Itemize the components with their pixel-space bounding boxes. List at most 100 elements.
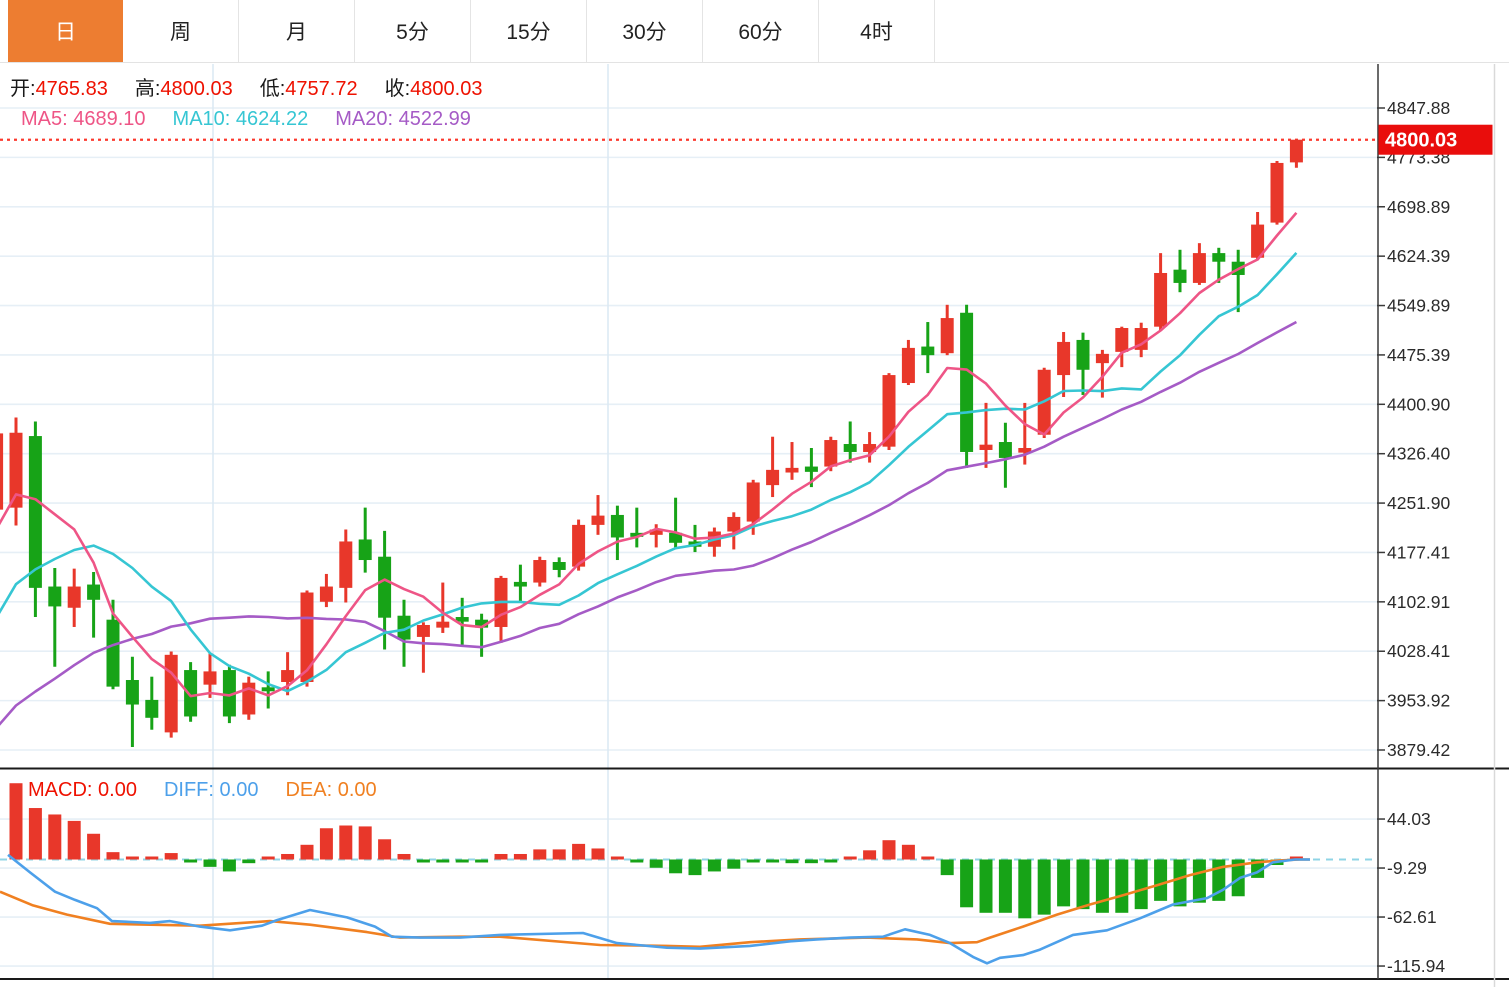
candle[interactable] [863,432,877,463]
price-axis-label: 4475.39 [1387,345,1450,365]
candle[interactable] [785,442,799,480]
price-axis-label: 4028.41 [1387,641,1450,661]
candle[interactable] [940,304,954,356]
candle[interactable] [455,597,469,645]
candle[interactable] [416,622,430,673]
candle[interactable] [28,421,42,618]
macd-bar [416,859,430,863]
tab-30min[interactable]: 30分 [587,0,703,62]
dea-line [0,858,1310,949]
tab-4hour[interactable]: 4时 [819,0,935,62]
macd-bar [164,853,178,860]
tab-15min[interactable]: 15分 [471,0,587,62]
macd-bar [1173,859,1187,907]
candle[interactable] [669,497,683,548]
candle[interactable] [436,582,450,633]
candle[interactable] [242,676,256,720]
macd-bar [261,856,275,860]
candle[interactable] [203,652,217,698]
macd-bar [106,852,120,860]
candle[interactable] [222,664,236,724]
candle[interactable] [9,417,23,526]
candle-body [804,466,818,472]
candle-body [785,467,799,473]
tab-5min[interactable]: 5分 [355,0,471,62]
candle[interactable] [0,418,4,531]
candle[interactable] [610,505,624,561]
candle[interactable] [533,556,547,587]
candle[interactable] [164,651,178,738]
candle[interactable] [843,421,857,463]
tab-month[interactable]: 月 [239,0,355,62]
candle[interactable] [979,402,993,468]
candle[interactable] [1076,332,1090,395]
tab-60min[interactable]: 60分 [703,0,819,62]
ma20-line [0,320,1298,726]
candle[interactable] [901,339,915,386]
macd-bar [804,859,818,864]
candle[interactable] [1173,249,1187,293]
candle[interactable] [281,652,295,696]
candle[interactable] [1115,326,1129,368]
candle[interactable] [145,676,159,730]
macd-bar [339,825,353,860]
candle-body [164,654,178,733]
candle[interactable] [184,662,198,722]
candle[interactable] [300,590,314,687]
macd-bar [843,856,857,860]
tab-day[interactable]: 日 [8,0,123,62]
candle[interactable] [960,304,974,468]
macd-bar [222,859,236,872]
macd-bar [552,849,566,860]
low-value: 4757.72 [285,78,358,100]
candle[interactable] [727,512,741,550]
macd-bar [1192,859,1206,903]
tab-week[interactable]: 周 [123,0,239,62]
candle[interactable] [591,495,605,535]
candle-body [281,670,295,682]
macd-bar [1076,859,1090,910]
candle[interactable] [48,567,62,667]
candle[interactable] [358,507,372,573]
macd-bar [145,856,159,860]
candle[interactable] [1212,247,1226,283]
diff-label: DIFF: [163,779,214,801]
candle-body [1173,269,1187,283]
candle[interactable] [1095,349,1109,398]
candle[interactable] [125,656,139,747]
candle[interactable] [494,575,508,643]
candle[interactable] [572,519,586,571]
candle[interactable] [339,529,353,603]
candle[interactable] [1057,331,1071,397]
macd-bar [203,859,217,867]
candle[interactable] [998,422,1012,488]
candle[interactable] [552,557,566,578]
timeframe-tabbar: 日 周 月 5分 15分 30分 60分 4时 [0,0,1509,63]
candle[interactable] [766,436,780,498]
candle[interactable] [261,671,275,709]
candle[interactable] [513,564,527,603]
candle-body [882,375,896,447]
macd-bar [940,859,954,876]
candle[interactable] [475,613,489,657]
candle[interactable] [1251,211,1265,260]
candle[interactable] [397,599,411,667]
candle[interactable] [1289,139,1303,168]
candle[interactable] [319,573,333,608]
candle-body [1270,162,1284,223]
candle-body [513,581,527,587]
macd-bar [1095,859,1109,913]
candle[interactable] [67,568,81,627]
macd-bar [184,859,198,863]
candle[interactable] [1154,253,1168,330]
candle[interactable] [87,571,101,638]
candle[interactable] [921,322,935,374]
candle[interactable] [630,507,644,548]
candle[interactable] [1192,243,1206,285]
candle-body [339,541,353,588]
candle[interactable] [1270,160,1284,225]
candle[interactable] [882,373,896,450]
ma20-value: 4522.99 [398,108,471,130]
macd-bar [378,839,392,860]
